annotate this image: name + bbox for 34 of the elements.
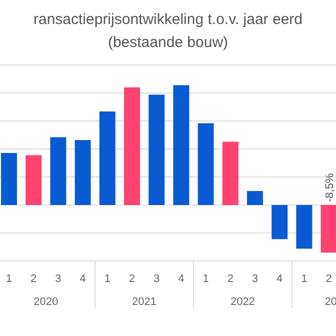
x-tick-label: 4 bbox=[276, 273, 283, 285]
bar bbox=[1, 152, 17, 205]
x-tick-label: 2 bbox=[128, 273, 136, 285]
text: 2022 bbox=[230, 296, 255, 308]
data-label: -8,5% bbox=[324, 173, 336, 202]
bar bbox=[124, 87, 140, 205]
bar bbox=[148, 94, 165, 205]
bar bbox=[26, 155, 42, 205]
bar bbox=[320, 205, 336, 253]
chart-title: ransactieprijsontwikkeling t.o.v. jaar eerd bbox=[33, 11, 303, 28]
bar bbox=[198, 123, 214, 205]
chart-subtitle: (bestaande bouw) bbox=[108, 34, 228, 51]
bar bbox=[50, 137, 66, 205]
bar bbox=[222, 142, 238, 205]
x-tick-label: 4 bbox=[80, 273, 86, 285]
x-tick-label: 1 bbox=[301, 273, 308, 285]
x-tick-label: 2 bbox=[326, 273, 332, 285]
bar bbox=[173, 85, 190, 205]
bar bbox=[99, 111, 116, 205]
bar bbox=[272, 205, 288, 240]
x-tick-label: 3 bbox=[252, 273, 258, 285]
text: 2021 bbox=[132, 296, 157, 308]
bar bbox=[74, 140, 91, 205]
x-tick-label: 2 bbox=[227, 273, 234, 285]
x-tick-label: 1 bbox=[104, 273, 110, 285]
text: 2020 bbox=[34, 296, 58, 308]
x-tick-label: 1 bbox=[202, 273, 209, 285]
x-tick-label: 1 bbox=[6, 273, 12, 285]
bar bbox=[296, 205, 312, 249]
x-tick-label: 3 bbox=[55, 273, 62, 285]
bar bbox=[247, 191, 263, 205]
x-tick-label: 2 bbox=[30, 273, 37, 285]
x-tick-label: 4 bbox=[178, 273, 184, 285]
x-tick-label: 3 bbox=[154, 273, 160, 285]
